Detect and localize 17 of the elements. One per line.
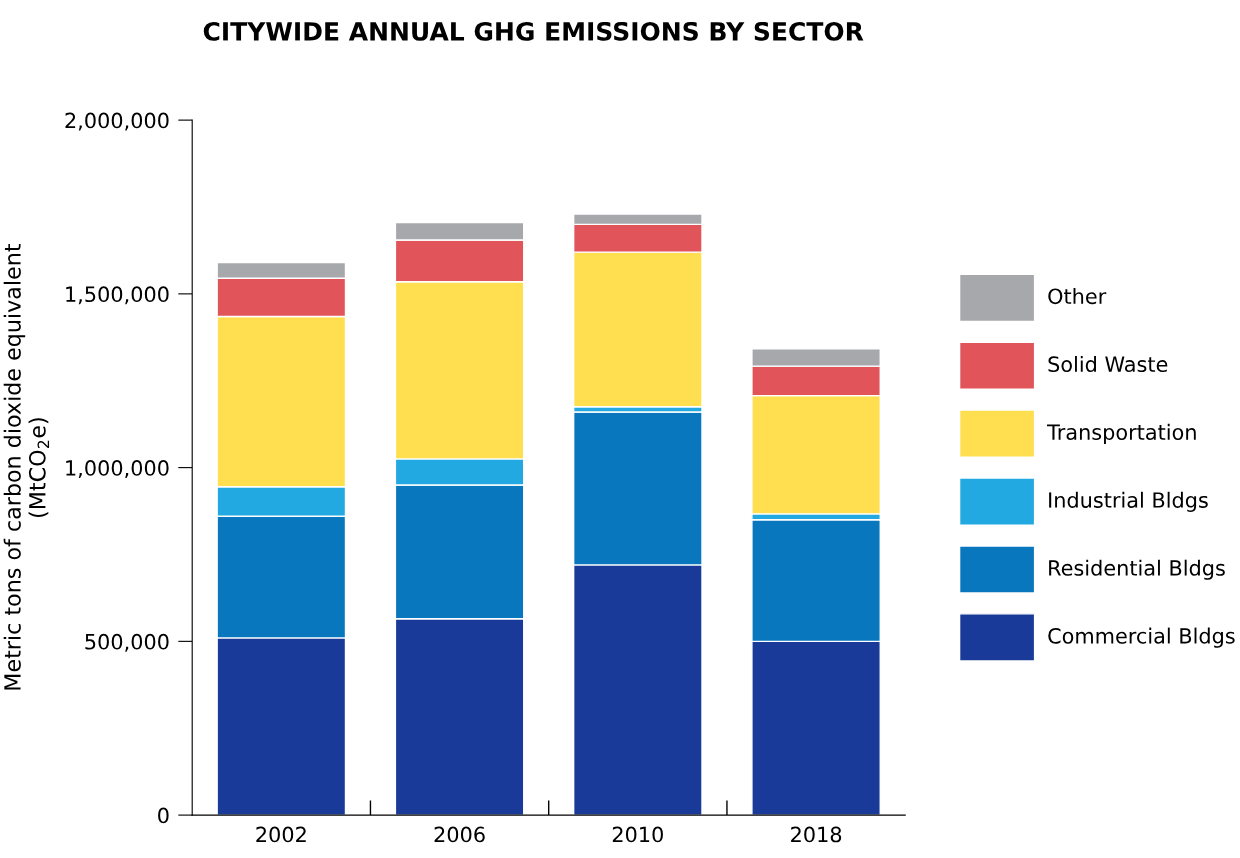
y-tick-label: 2,000,000 [65, 112, 169, 131]
chart-title: CITYWIDE ANNUAL GHG EMISSIONS BY SECTOR [203, 21, 864, 41]
legend-label: Other [1048, 288, 1107, 305]
legend-label: Commercial Bldgs [1048, 627, 1235, 648]
x-tick-label: 2018 [791, 826, 842, 843]
x-tick-label: 2002 [256, 826, 306, 843]
legend-label: Industrial Bldgs [1049, 491, 1208, 512]
x-tick-label: 2006 [434, 826, 485, 843]
y-tick-label: 0 [158, 807, 169, 824]
y-tick-label: 500,000 [85, 633, 169, 652]
y-axis-title: Metric tons of carbon dioxide equivalent (MtCO$_{2}$e) [3, 244, 50, 690]
legend-label: Solid Waste [1048, 355, 1168, 373]
y-tick-label: 1,000,000 [66, 460, 169, 478]
legend-label: Transportation [1047, 423, 1196, 445]
legend-label: Residential Bldgs [1049, 559, 1225, 580]
y-tick-label: 1,500,000 [66, 286, 169, 305]
x-tick-label: 2010 [612, 826, 663, 843]
